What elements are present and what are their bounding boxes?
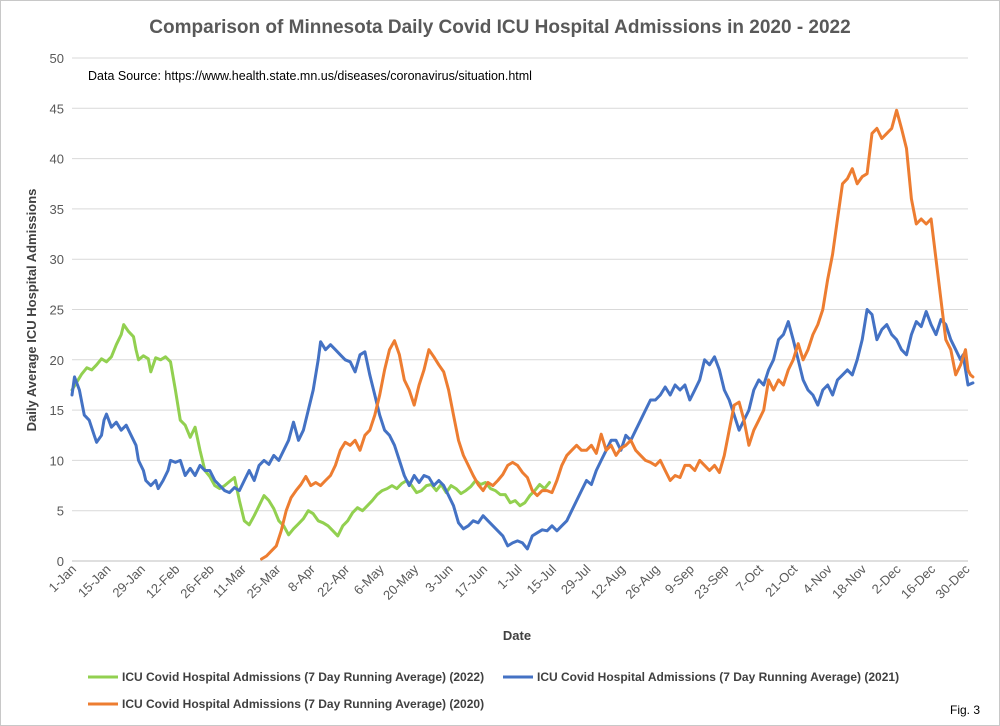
x-tick-label: 23-Sep: [691, 562, 731, 602]
y-tick-label: 10: [50, 453, 64, 468]
y-tick-label: 30: [50, 252, 64, 267]
y-axis-title: Daily Average ICU Hospital Admissions: [24, 189, 39, 432]
y-axis: 0 5 10 15 20 25 30 35 40 45 50: [50, 51, 64, 569]
x-tick-label: 18-Nov: [829, 561, 870, 602]
x-axis: 1-Jan15-Jan29-Jan12-Feb26-Feb11-Mar25-Ma…: [46, 560, 973, 603]
series-line-2: [260, 108, 975, 561]
y-tick-label: 5: [57, 504, 64, 519]
x-tick-label: 26-Feb: [177, 562, 217, 602]
x-tick-label: 12-Aug: [588, 562, 628, 602]
x-tick-label: 20-May: [380, 561, 422, 603]
x-tick-label: 1-Jul: [494, 561, 525, 592]
x-tick-label: 7-Oct: [733, 561, 766, 594]
x-tick-label: 30-Dec: [932, 561, 973, 602]
x-tick-label: 15-Jan: [75, 562, 114, 601]
series-layer: [70, 108, 975, 561]
series-line-1: [70, 308, 975, 551]
y-tick-label: 0: [57, 554, 64, 569]
y-tick-label: 45: [50, 101, 64, 116]
legend-label-0: ICU Covid Hospital Admissions (7 Day Run…: [122, 670, 484, 684]
y-tick-label: 35: [50, 202, 64, 217]
x-tick-label: 16-Dec: [898, 561, 939, 602]
figure-label: Fig. 3: [950, 703, 980, 717]
gridlines: [72, 57, 968, 562]
x-tick-label: 25-Mar: [244, 561, 284, 601]
x-tick-label: 22-Apr: [314, 561, 353, 600]
y-tick-label: 25: [50, 303, 64, 318]
y-tick-label: 20: [50, 353, 64, 368]
x-tick-label: 15-Jul: [523, 561, 559, 597]
chart-title: Comparison of Minnesota Daily Covid ICU …: [149, 17, 850, 38]
x-tick-label: 11-Mar: [210, 561, 250, 601]
y-tick-label: 40: [50, 152, 64, 167]
x-tick-label: 21-Oct: [762, 561, 800, 599]
legend-label-1: ICU Covid Hospital Admissions (7 Day Run…: [537, 670, 899, 684]
x-tick-label: 26-Aug: [622, 562, 662, 602]
data-source-annotation: Data Source: https://www.health.state.mn…: [88, 69, 532, 83]
x-tick-label: 29-Jan: [109, 562, 148, 601]
x-tick-label: 17-Jun: [451, 562, 490, 601]
legend: ICU Covid Hospital Admissions (7 Day Run…: [88, 670, 899, 711]
y-tick-label: 15: [50, 403, 64, 418]
legend-label-2: ICU Covid Hospital Admissions (7 Day Run…: [122, 697, 484, 711]
x-axis-title: Date: [503, 628, 531, 643]
x-tick-label: 12-Feb: [143, 562, 183, 602]
y-tick-label: 50: [50, 51, 64, 66]
series-line-0: [70, 323, 551, 538]
